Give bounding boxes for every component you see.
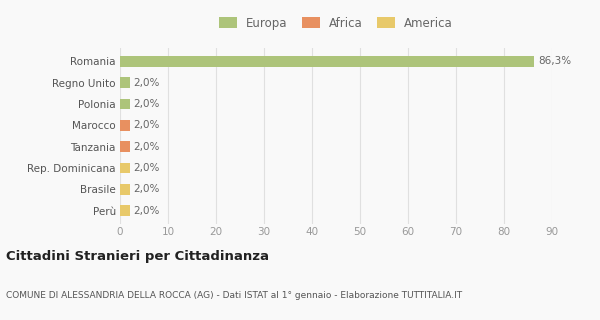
Bar [120,120,130,131]
Bar [120,99,130,109]
Text: 2,0%: 2,0% [133,184,160,194]
Text: 2,0%: 2,0% [133,142,160,152]
Text: COMUNE DI ALESSANDRIA DELLA ROCCA (AG) - Dati ISTAT al 1° gennaio - Elaborazione: COMUNE DI ALESSANDRIA DELLA ROCCA (AG) -… [6,291,462,300]
Text: 86,3%: 86,3% [538,56,571,66]
Bar [120,141,130,152]
Text: Cittadini Stranieri per Cittadinanza: Cittadini Stranieri per Cittadinanza [6,250,269,263]
Text: 2,0%: 2,0% [133,206,160,216]
Bar [120,184,130,195]
Legend: Europa, Africa, America: Europa, Africa, America [215,13,457,33]
Bar [120,56,534,67]
Bar [120,163,130,173]
Bar [120,77,130,88]
Text: 2,0%: 2,0% [133,163,160,173]
Text: 2,0%: 2,0% [133,120,160,130]
Bar [120,205,130,216]
Text: 2,0%: 2,0% [133,78,160,88]
Text: 2,0%: 2,0% [133,99,160,109]
